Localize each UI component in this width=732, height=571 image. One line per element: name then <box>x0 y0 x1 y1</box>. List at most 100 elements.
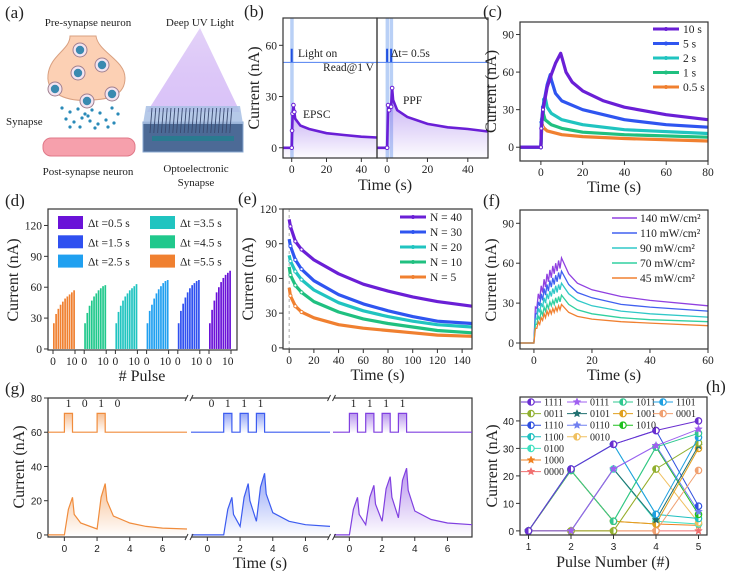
bit-label: 0 <box>82 398 88 410</box>
bar <box>177 323 180 349</box>
panel-label: (h) <box>706 377 726 396</box>
electrode-line <box>221 107 225 134</box>
light-pulse-train <box>191 412 330 433</box>
y-tick-label: 0 <box>508 527 514 538</box>
x-tick-label: 2 <box>94 544 100 555</box>
bar <box>198 280 200 349</box>
electrode-line <box>187 107 191 134</box>
x-tick-label: 80 <box>702 167 714 179</box>
star-marker <box>526 466 536 476</box>
legend-label: Δt =2.5 s <box>88 257 130 269</box>
epsc-fill <box>377 88 488 158</box>
panel-label: (f) <box>483 191 500 210</box>
bar <box>218 287 220 349</box>
series-line <box>520 255 709 344</box>
pulse-fill <box>256 413 265 433</box>
x-tick-label: 6 <box>160 544 166 555</box>
electrode-line <box>225 107 229 134</box>
x-tick-label: 0 <box>205 544 211 555</box>
legend-label: 45 mW/cm² <box>640 273 695 285</box>
star-marker <box>694 424 703 433</box>
bit-label: 1 <box>383 398 389 410</box>
neurotransmitter <box>110 106 114 110</box>
bar <box>155 293 158 349</box>
y-tick-label: 90 <box>503 218 515 230</box>
x-tick-label: 40 <box>619 167 631 179</box>
bar <box>122 300 124 349</box>
x-tick-label: 10 <box>97 356 109 368</box>
star-marker <box>572 420 582 429</box>
bit-label: 1 <box>66 398 72 410</box>
light-pulse-band <box>385 18 390 158</box>
bar <box>222 277 225 349</box>
data-point <box>293 283 298 288</box>
bar <box>102 286 104 349</box>
legend-label: 0010 <box>590 432 610 443</box>
response-curve <box>191 473 331 536</box>
neurotransmitter <box>88 119 92 123</box>
y-tick-label: 30 <box>503 444 515 455</box>
data-point <box>289 128 295 133</box>
bar <box>73 290 75 349</box>
electrode-line <box>229 107 233 134</box>
pulse-fill <box>64 413 73 433</box>
legend-swatch <box>150 235 175 249</box>
light-pulse-train <box>333 412 472 433</box>
x-tick-label: 100 <box>404 355 422 367</box>
circle-marker-half <box>527 398 531 406</box>
legend-label: N = 5 <box>430 272 457 284</box>
panel-label: (d) <box>5 191 25 210</box>
x-tick-label: 5 <box>696 542 702 553</box>
light-pulse-marker <box>386 48 389 63</box>
x-tick-label: 0 <box>206 356 212 368</box>
series-line <box>287 266 473 335</box>
neurotransmitter <box>83 112 87 116</box>
series-line <box>287 287 473 338</box>
light-pulse-marker <box>290 48 293 63</box>
bar <box>211 309 213 349</box>
x-axis-label: Time (s) <box>233 555 287 571</box>
y-tick-label: 30 <box>503 298 515 310</box>
x-tick-label: 0 <box>113 356 119 368</box>
axis-break-mark <box>327 394 331 402</box>
x-axis-label: Time (s) <box>587 367 641 384</box>
y-tick-label: 0 <box>508 142 514 154</box>
bit-label: 1 <box>367 398 373 410</box>
vesicle-core <box>107 89 117 99</box>
bit-label: 1 <box>400 398 406 410</box>
neurotransmitter <box>106 125 110 129</box>
star-marker <box>609 464 618 473</box>
x-axis-label: Time (s) <box>358 177 412 194</box>
x-axis-label: Time (s) <box>587 179 641 196</box>
legend-label: N = 30 <box>430 227 462 239</box>
ppf-annotation: PPF <box>403 95 422 107</box>
light-pulse-marker <box>390 48 393 63</box>
neurotransmitter <box>68 125 72 129</box>
legend-label: 0110 <box>590 421 610 432</box>
star-marker <box>651 515 661 524</box>
x-tick-label: 0 <box>384 164 390 176</box>
data-point <box>299 277 304 282</box>
legend-label: 5 s <box>683 39 697 51</box>
data-point <box>389 85 395 91</box>
legend-label: 1100 <box>544 432 564 443</box>
series-line <box>520 303 709 344</box>
bar <box>162 283 165 349</box>
x-tick-label: 20 <box>586 355 598 367</box>
x-axis-label: Pulse Number (#) <box>556 554 670 571</box>
series-line <box>287 238 473 326</box>
axis-break-gap <box>186 534 192 540</box>
x-tick-label: 0 <box>81 356 87 368</box>
y-tick-label: 60 <box>266 40 278 52</box>
x-tick-label: 10 <box>222 356 234 368</box>
panel-label: (b) <box>244 2 264 21</box>
x-tick-label: 0 <box>50 356 56 368</box>
neurotransmitter <box>64 117 68 121</box>
series-line <box>520 269 709 344</box>
axis-break-mark <box>189 533 194 541</box>
y-tick-label: 120 <box>25 220 43 232</box>
bar <box>220 282 222 349</box>
data-point <box>299 267 304 272</box>
vesicle-core <box>73 68 83 78</box>
circle-marker-half <box>695 502 699 510</box>
